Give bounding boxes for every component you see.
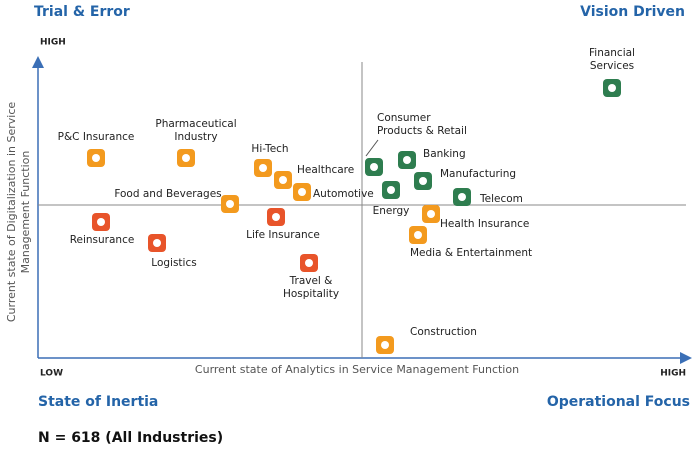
axis-end-label: LOW	[40, 369, 63, 379]
node-label: Products & Retail	[377, 125, 467, 137]
node-label: P&C Insurance	[58, 131, 135, 143]
node-icon-detail	[403, 156, 411, 164]
node-label: Media & Entertainment	[410, 247, 532, 259]
node-icon-detail	[381, 341, 389, 349]
node-label: Consumer	[377, 112, 431, 124]
quadrant-label: Operational Focus	[547, 394, 690, 410]
node-icon-detail	[608, 84, 616, 92]
node-label: Travel &	[289, 275, 333, 287]
node-label: Life Insurance	[246, 229, 320, 241]
x-axis-title: Current state of Analytics in Service Ma…	[195, 363, 519, 376]
leader-line	[365, 139, 379, 157]
node-icon-detail	[370, 163, 378, 171]
node-label: Reinsurance	[70, 234, 135, 246]
node-icon-detail	[458, 193, 466, 201]
node-icon-detail	[387, 186, 395, 194]
node-icon-detail	[259, 164, 267, 172]
y-axis-title: Management Function	[19, 151, 32, 274]
node-icon-detail	[97, 218, 105, 226]
node-label: Hospitality	[283, 288, 339, 300]
node-icon-detail	[427, 210, 435, 218]
node-icon-detail	[279, 176, 287, 184]
node-label: Manufacturing	[440, 168, 516, 180]
node-icon-detail	[182, 154, 190, 162]
y-axis-title: Current state of Digitalization in Servi…	[5, 102, 18, 322]
node-icon-detail	[298, 188, 306, 196]
node-label: Energy	[373, 205, 410, 217]
node-icon-detail	[272, 213, 280, 221]
node-label: Food and Beverages	[114, 188, 221, 200]
node-icon-detail	[305, 259, 313, 267]
footnote: N = 618 (All Industries)	[38, 430, 223, 446]
axis-end-label: HIGH	[40, 38, 66, 48]
node-label: Logistics	[151, 257, 196, 269]
quadrant-label: Vision Driven	[580, 4, 685, 20]
node-icon-detail	[226, 200, 234, 208]
node-label: Pharmaceutical	[155, 118, 236, 130]
node-label: Construction	[410, 326, 477, 338]
axis-end-label: HIGH	[660, 369, 686, 379]
node-label: Services	[590, 60, 634, 72]
node-icon-detail	[92, 154, 100, 162]
node-label: Automotive	[313, 188, 374, 200]
node-label: Health Insurance	[440, 218, 529, 230]
node-icon-detail	[153, 239, 161, 247]
node-label: Industry	[174, 131, 217, 143]
quadrant-label: State of Inertia	[38, 394, 158, 410]
node-icon-detail	[414, 231, 422, 239]
node-label: Healthcare	[297, 164, 354, 176]
node-label: Telecom	[479, 193, 523, 205]
node-label: Financial	[589, 47, 635, 59]
quadrant-label: Trial & Error	[34, 4, 130, 20]
node-icon-detail	[419, 177, 427, 185]
node-label: Hi-Tech	[251, 143, 288, 155]
node-label: Banking	[423, 148, 466, 160]
